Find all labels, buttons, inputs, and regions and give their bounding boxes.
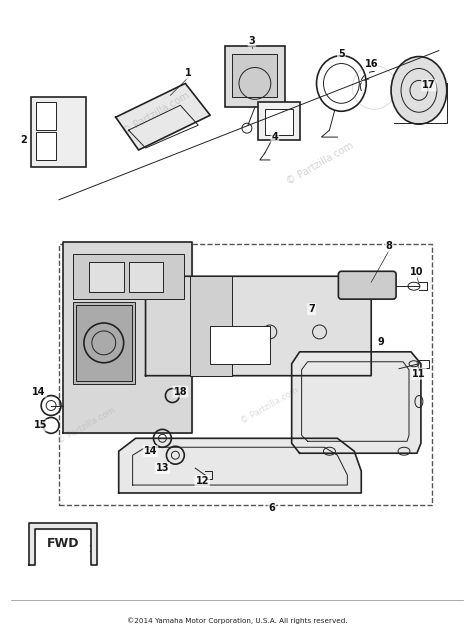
Text: 1: 1 bbox=[185, 68, 191, 79]
Polygon shape bbox=[29, 523, 97, 565]
Text: 10: 10 bbox=[410, 267, 424, 278]
Polygon shape bbox=[292, 352, 421, 453]
Text: © Partzilla.com: © Partzilla.com bbox=[56, 405, 117, 445]
Ellipse shape bbox=[391, 57, 447, 124]
Text: 9: 9 bbox=[378, 337, 384, 347]
Text: 14: 14 bbox=[32, 386, 46, 397]
Text: ©2014 Yamaha Motor Corporation, U.S.A. All rights reserved.: ©2014 Yamaha Motor Corporation, U.S.A. A… bbox=[127, 617, 347, 623]
FancyBboxPatch shape bbox=[36, 102, 56, 130]
FancyBboxPatch shape bbox=[225, 46, 285, 108]
Text: 6: 6 bbox=[268, 503, 275, 513]
Text: 5: 5 bbox=[338, 48, 345, 59]
Text: 7: 7 bbox=[308, 304, 315, 314]
Text: 17: 17 bbox=[422, 80, 436, 90]
Text: 13: 13 bbox=[155, 463, 169, 473]
Text: 3: 3 bbox=[248, 35, 255, 46]
Text: 8: 8 bbox=[386, 242, 392, 251]
Text: 18: 18 bbox=[173, 386, 187, 397]
Text: © Partzilla.com: © Partzilla.com bbox=[240, 385, 301, 426]
FancyBboxPatch shape bbox=[73, 302, 135, 384]
FancyBboxPatch shape bbox=[89, 262, 124, 292]
FancyBboxPatch shape bbox=[76, 305, 132, 381]
FancyBboxPatch shape bbox=[190, 276, 232, 375]
Text: 2: 2 bbox=[20, 135, 27, 145]
FancyBboxPatch shape bbox=[128, 262, 164, 292]
Text: 4: 4 bbox=[272, 132, 278, 142]
FancyBboxPatch shape bbox=[36, 132, 56, 160]
FancyBboxPatch shape bbox=[265, 109, 292, 135]
Text: 15: 15 bbox=[35, 421, 48, 430]
Polygon shape bbox=[118, 439, 361, 493]
Text: 16: 16 bbox=[365, 59, 378, 68]
FancyBboxPatch shape bbox=[31, 97, 86, 167]
Polygon shape bbox=[146, 276, 371, 375]
FancyBboxPatch shape bbox=[258, 102, 300, 140]
Text: 11: 11 bbox=[412, 369, 426, 379]
FancyBboxPatch shape bbox=[210, 326, 270, 364]
FancyBboxPatch shape bbox=[338, 271, 396, 299]
FancyBboxPatch shape bbox=[232, 53, 277, 97]
FancyBboxPatch shape bbox=[73, 254, 184, 299]
Text: FWD: FWD bbox=[47, 537, 79, 550]
Polygon shape bbox=[116, 84, 210, 150]
Text: © Partzilla.com: © Partzilla.com bbox=[285, 140, 355, 187]
Text: © Partzilla.com: © Partzilla.com bbox=[121, 91, 191, 137]
Text: 14: 14 bbox=[144, 446, 157, 456]
Polygon shape bbox=[63, 243, 192, 433]
Text: 12: 12 bbox=[195, 476, 209, 486]
